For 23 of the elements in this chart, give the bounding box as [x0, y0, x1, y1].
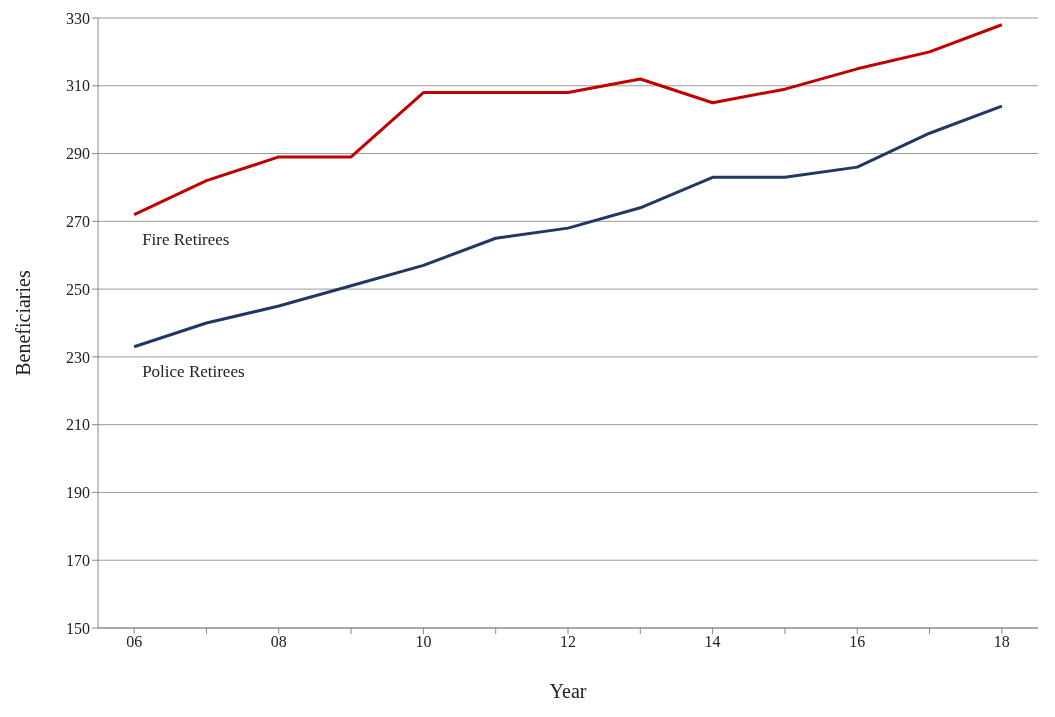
- x-tick-label: 18: [993, 633, 1010, 651]
- x-tick-label: 10: [415, 633, 432, 651]
- line-series: [132, 104, 1004, 349]
- series-label: Police Retirees: [142, 361, 245, 381]
- line-series: [132, 23, 1004, 217]
- y-axis-title: Beneficiaries: [12, 270, 35, 376]
- x-tick-label: 14: [704, 633, 721, 651]
- y-tick-label: 170: [66, 551, 90, 569]
- x-tick-label: 12: [560, 633, 576, 651]
- series-label: Fire Retirees: [142, 229, 230, 249]
- x-axis-title: Year: [549, 680, 587, 702]
- y-tick-label: 190: [66, 484, 90, 502]
- x-tick-label: 16: [849, 633, 866, 651]
- x-tick-label: 08: [270, 633, 287, 651]
- y-tick-label: 330: [66, 9, 90, 27]
- y-tick-label: 310: [66, 77, 90, 95]
- x-tick-label: 06: [126, 633, 143, 651]
- y-tick-label: 150: [66, 619, 90, 637]
- y-tick-label: 230: [66, 348, 90, 366]
- y-tick-label: 290: [66, 145, 90, 163]
- y-tick-label: 210: [66, 416, 90, 434]
- y-tick-label: 250: [66, 280, 90, 298]
- y-tick-label: 270: [66, 213, 90, 231]
